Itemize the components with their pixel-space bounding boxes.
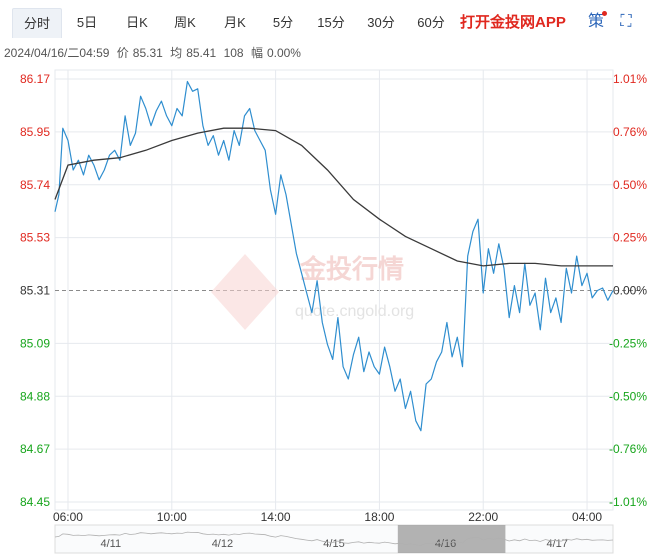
time-tick-label: 14:00	[261, 510, 291, 524]
percent-axis: 1.01% 0.76% 0.50% 0.25% 0.00% -0.25% -0.50% -0.…	[609, 72, 647, 509]
chart-grid	[54, 69, 643, 511]
avg-label: 均	[170, 46, 183, 60]
quote-datetime: 2024/04/16/二04:59	[4, 46, 110, 60]
time-tick-label: 06:00	[53, 510, 83, 524]
tab-weekly-k[interactable]: 周K	[174, 15, 196, 30]
tab-30min[interactable]: 30分	[367, 15, 395, 30]
open-app-link[interactable]: 打开金投网APP	[460, 14, 566, 31]
percent-tick-label: -0.50%	[609, 389, 647, 403]
price-axis: 86.17 85.95 85.74 85.53 85.31 85.09 84.88 84.67…	[20, 72, 50, 509]
price-tick-label: 85.53	[20, 231, 50, 245]
navigator-date-label: 4/16	[435, 538, 456, 550]
tab-60min[interactable]: 60分	[417, 15, 445, 30]
change-value: 0.00%	[266, 46, 301, 60]
time-tick-label: 18:00	[364, 510, 394, 524]
tab-daily-k[interactable]: 日K	[126, 15, 148, 30]
price-tick-label: 85.95	[20, 125, 50, 139]
percent-tick-label: -0.25%	[609, 336, 647, 350]
price-line	[54, 80, 614, 432]
watermark-url: quote.cngold.org	[295, 303, 414, 320]
watermark-logo-icon	[211, 254, 279, 330]
price-tick-label: 86.17	[20, 72, 50, 86]
price-tick-label: 84.88	[20, 389, 50, 403]
time-axis: 06:00 10:00 14:00 18:00 22:00 04:00	[53, 510, 602, 524]
watermark: 金投行情 quote.cngold.org	[211, 254, 414, 330]
strategy-icon[interactable]: 策	[587, 13, 604, 30]
percent-tick-label: 1.01%	[613, 72, 647, 86]
tab-15min[interactable]: 15分	[317, 15, 345, 30]
price-tick-label: 85.74	[20, 178, 50, 192]
price-value: 85.31	[132, 46, 163, 60]
price-tick-label: 85.31	[20, 284, 50, 298]
time-tick-label: 04:00	[572, 510, 602, 524]
tab-intraday[interactable]: 分时	[12, 8, 62, 38]
time-tick-label: 22:00	[468, 510, 498, 524]
navigator-date-label: 4/15	[323, 538, 344, 550]
price-tick-label: 85.09	[20, 336, 50, 350]
fullscreen-icon[interactable]: ⛶	[620, 13, 632, 30]
navigator-date-label: 4/12	[212, 538, 233, 550]
time-tick-label: 10:00	[157, 510, 187, 524]
navigator-date-label: 4/11	[101, 538, 122, 550]
average-line	[54, 127, 613, 267]
watermark-brand: 金投行情	[299, 254, 404, 285]
navigator-line	[54, 531, 614, 546]
tab-monthly-k[interactable]: 月K	[224, 15, 246, 30]
volume-value: 108	[223, 46, 244, 60]
price-tick-label: 84.45	[20, 495, 50, 509]
percent-tick-label: 0.76%	[613, 125, 647, 139]
change-label: 幅	[250, 46, 263, 60]
percent-tick-label: 0.25%	[613, 231, 647, 245]
price-tick-label: 84.67	[20, 442, 50, 456]
avg-value: 85.41	[186, 46, 217, 60]
series-layer	[54, 80, 614, 432]
quote-infobar: 2024/04/16/二04:59 价 85.31 均 85.41 108 幅 0.0…	[4, 44, 305, 61]
navigator-frame	[54, 524, 614, 554]
percent-tick-label: 0.00%	[613, 284, 647, 298]
notification-dot	[602, 11, 607, 16]
period-tabbar: 分时 5日 日K 周K 月K 5分 15分 30分 60分 打开金投网APP 策…	[0, 0, 659, 38]
tab-5day[interactable]: 5日	[76, 15, 98, 30]
percent-tick-label: -1.01%	[609, 495, 647, 509]
range-navigator[interactable]: 4/11 4/12 4/15 4/16 4/17	[54, 524, 614, 554]
plot-frame	[54, 69, 614, 511]
percent-tick-label: -0.76%	[609, 442, 647, 456]
percent-tick-label: 0.50%	[613, 178, 647, 192]
price-label: 价	[116, 46, 129, 60]
tab-5min[interactable]: 5分	[272, 15, 294, 30]
